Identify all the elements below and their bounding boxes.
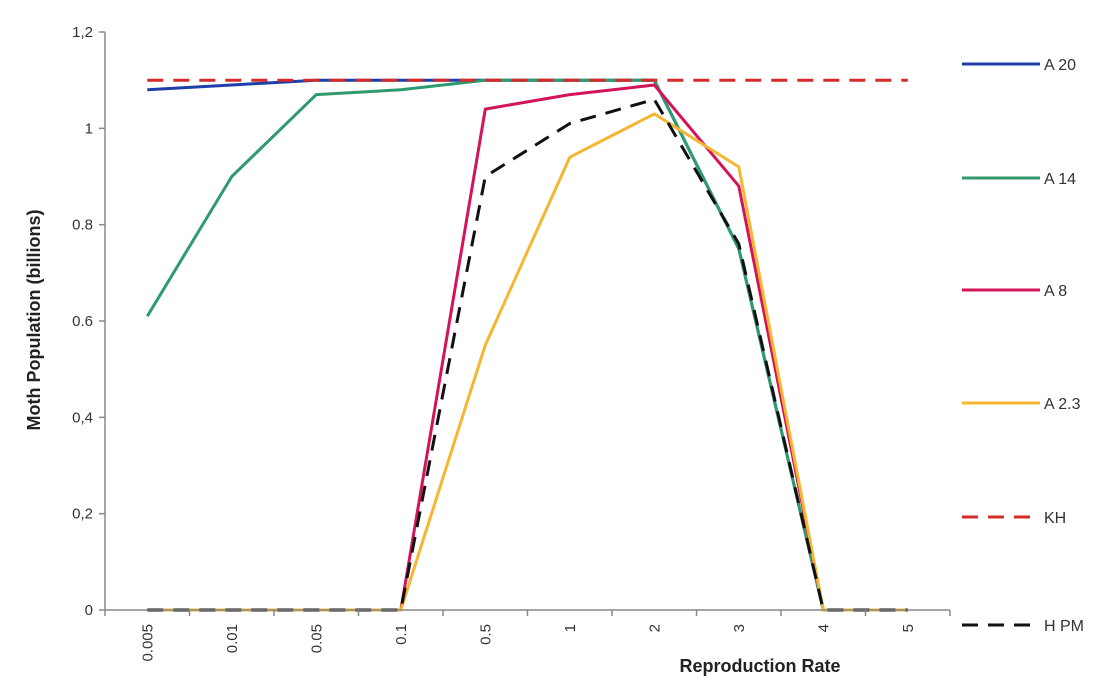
legend-label-h-pm: H PM: [1044, 618, 1084, 635]
legend-label-a-8: A 8: [1044, 283, 1067, 300]
legend-label-a-2-3: A 2.3: [1044, 396, 1081, 413]
y-tick-label: 0,4: [72, 409, 93, 426]
x-tick-label: 1: [562, 624, 579, 632]
y-tick-label: 1: [85, 120, 93, 137]
legend-label-a-20: A 20: [1044, 57, 1076, 74]
series-line-a-14: [146, 78, 908, 612]
x-tick-label: 2: [646, 624, 663, 632]
y-tick-label: 0: [85, 602, 93, 619]
legend-label-a-14: A 14: [1044, 171, 1076, 188]
y-axis-ticks: 0 0,2 0,4 0.6 0.8 1 1,2: [72, 24, 105, 619]
x-tick-label: 0.01: [224, 624, 241, 653]
series-line-a-8: [147, 83, 908, 612]
y-tick-label: 0.6: [72, 313, 93, 330]
series-line-a-2-3: [147, 112, 908, 612]
legend-label-kh: KH: [1044, 510, 1066, 527]
x-tick-label: 0.5: [477, 624, 494, 645]
x-tick-label: 5: [900, 624, 917, 632]
x-tick-label: 0.1: [393, 624, 410, 645]
y-axis-title: Moth Population (billions): [24, 210, 44, 431]
x-axis-ticks: 0.005 0.01 0.05 0.1 0.5 1 2 3 4 5: [104, 610, 951, 662]
y-tick-label: 1,2: [72, 24, 93, 41]
y-tick-label: 0.8: [72, 217, 93, 234]
x-tick-label: 3: [731, 624, 748, 632]
chart-legend: A 20 A 14 A 8 A 2.3 KH H PM: [962, 57, 1084, 635]
series-line-h-pm: [147, 97, 908, 612]
series-lines: [146, 78, 908, 612]
y-tick-label: 0,2: [72, 506, 93, 523]
x-tick-label: 4: [815, 624, 832, 632]
x-axis-title: Reproduction Rate: [679, 656, 840, 676]
x-tick-label: 0.05: [308, 624, 325, 653]
x-tick-label: 0.005: [139, 624, 156, 662]
series-line-a-20: [147, 78, 908, 612]
